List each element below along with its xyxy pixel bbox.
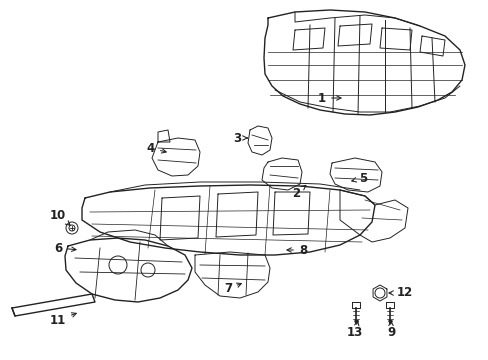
Text: 6: 6	[54, 242, 76, 255]
Text: 13: 13	[346, 321, 363, 339]
Text: 4: 4	[146, 141, 166, 154]
Text: 7: 7	[224, 283, 241, 296]
Text: 3: 3	[232, 131, 246, 144]
Text: 11: 11	[50, 313, 76, 327]
Text: 9: 9	[386, 321, 394, 339]
Text: 10: 10	[50, 208, 70, 225]
Text: 2: 2	[291, 185, 305, 199]
Text: 1: 1	[317, 91, 340, 104]
Text: 12: 12	[388, 287, 412, 300]
Text: 5: 5	[351, 171, 366, 185]
Text: 8: 8	[286, 243, 306, 256]
